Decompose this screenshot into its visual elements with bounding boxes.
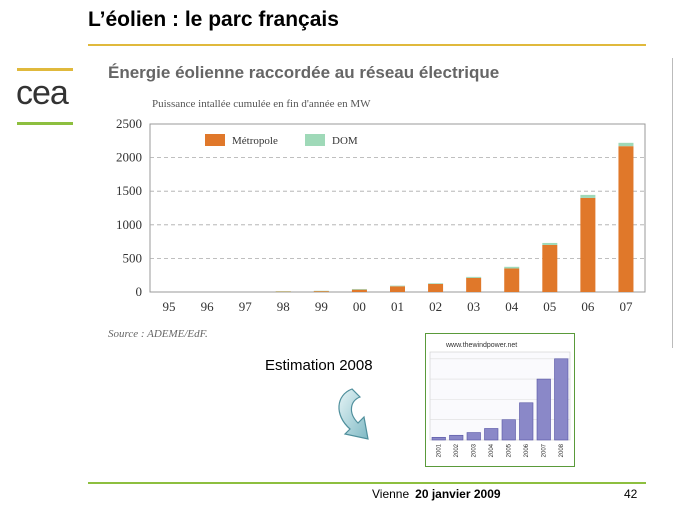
inset-x-tick-label: 2002 <box>454 443 460 457</box>
footer-location: Vienne <box>372 487 410 501</box>
cea-logo: cea <box>14 68 76 128</box>
x-tick-label: 02 <box>429 299 442 314</box>
legend-swatch-dom <box>305 134 325 146</box>
bar-metropole <box>466 277 482 292</box>
bar-dom <box>466 276 482 278</box>
inset-x-tick-label: 2008 <box>559 443 565 457</box>
logo-bottom-bar <box>17 122 73 125</box>
inset-bar <box>536 378 551 441</box>
inset-x-tick-label: 2001 <box>436 443 442 457</box>
bar-dom <box>351 288 367 290</box>
inset-chart-frame: 2001 2002 2003 2004 2005 2006 2007 2008 www.the… <box>425 333 575 467</box>
plot-area <box>149 123 646 293</box>
slide-edge-line <box>672 58 673 348</box>
inset-bar <box>431 436 446 441</box>
x-tick-label: 03 <box>467 299 480 314</box>
bar-metropole <box>504 268 520 292</box>
bottom-divider <box>88 482 646 484</box>
main-bar-chart: 0 500 1000 1500 2000 2500 95 96 97 98 99 00 01 02 03 04… <box>116 116 646 314</box>
bar-metropole <box>542 244 558 292</box>
x-tick-label: 95 <box>163 299 176 314</box>
bar-metropole <box>428 283 444 292</box>
y-tick-label: 500 <box>123 250 143 265</box>
inset-bar <box>554 358 569 441</box>
slide-title: L’éolien : le parc français <box>88 8 339 31</box>
curved-arrow-icon <box>338 388 369 440</box>
legend-label: Métropole <box>232 135 278 147</box>
bar-metropole <box>351 289 367 292</box>
inset-bar <box>501 419 516 441</box>
estimation-label: Estimation 2008 <box>265 357 373 374</box>
bar-metropole <box>618 146 634 292</box>
x-tick-label: 00 <box>353 299 366 314</box>
x-tick-label: 97 <box>239 299 253 314</box>
bar-dom <box>313 290 329 292</box>
footer: Vienne 20 janvier 2009 <box>372 487 501 501</box>
y-tick-label: 1000 <box>116 217 142 232</box>
chart-source: Source : ADEME/EdF. <box>108 328 208 340</box>
bar-dom <box>504 266 520 269</box>
logo-text: cea <box>16 74 69 112</box>
x-tick-label: 05 <box>543 299 556 314</box>
y-tick-label: 1500 <box>116 183 142 198</box>
x-tick-label: 07 <box>619 299 633 314</box>
logo-top-bar <box>17 68 73 71</box>
bar-metropole <box>313 290 329 292</box>
y-tick-label: 2000 <box>116 150 142 165</box>
inset-bar <box>449 434 464 441</box>
inset-x-tick-label: 2006 <box>524 443 530 457</box>
inset-bar <box>466 432 481 441</box>
inset-bar-chart: 2001 2002 2003 2004 2005 2006 2007 2008 <box>429 351 571 457</box>
bar-metropole <box>580 197 596 292</box>
legend-swatch-metropole <box>205 134 225 146</box>
x-tick-label: 04 <box>505 299 519 314</box>
chart-title: Énergie éolienne raccordée au réseau éle… <box>108 63 500 82</box>
bar-dom <box>275 291 291 292</box>
inset-x-tick-label: 2004 <box>489 443 495 457</box>
inset-bar <box>484 428 499 441</box>
bar-metropole <box>390 286 405 292</box>
inset-chart-title: www.thewindpower.net <box>446 342 518 349</box>
y-tick-label: 0 <box>136 284 143 299</box>
page-number: 42 <box>624 487 638 501</box>
y-tick-label: 2500 <box>116 116 142 131</box>
footer-date: 20 janvier 2009 <box>415 487 501 501</box>
x-tick-label: 99 <box>315 299 328 314</box>
x-tick-label: 98 <box>277 299 290 314</box>
bar-dom <box>542 242 558 245</box>
inset-x-tick-label: 2003 <box>471 443 477 457</box>
chart-subtitle: Puissance intallée cumulée en fin d'anné… <box>152 98 371 110</box>
inset-x-tick-label: 2005 <box>506 443 512 457</box>
inset-bar <box>519 402 534 441</box>
x-tick-label: 01 <box>391 299 404 314</box>
x-tick-label: 06 <box>581 299 595 314</box>
top-divider <box>88 44 646 46</box>
x-tick-label: 96 <box>201 299 215 314</box>
bar-dom <box>618 142 634 147</box>
bar-dom <box>390 285 405 287</box>
bar-dom <box>428 283 444 284</box>
legend-label: DOM <box>332 135 358 147</box>
inset-x-tick-label: 2007 <box>541 443 547 457</box>
bar-dom <box>580 194 596 198</box>
